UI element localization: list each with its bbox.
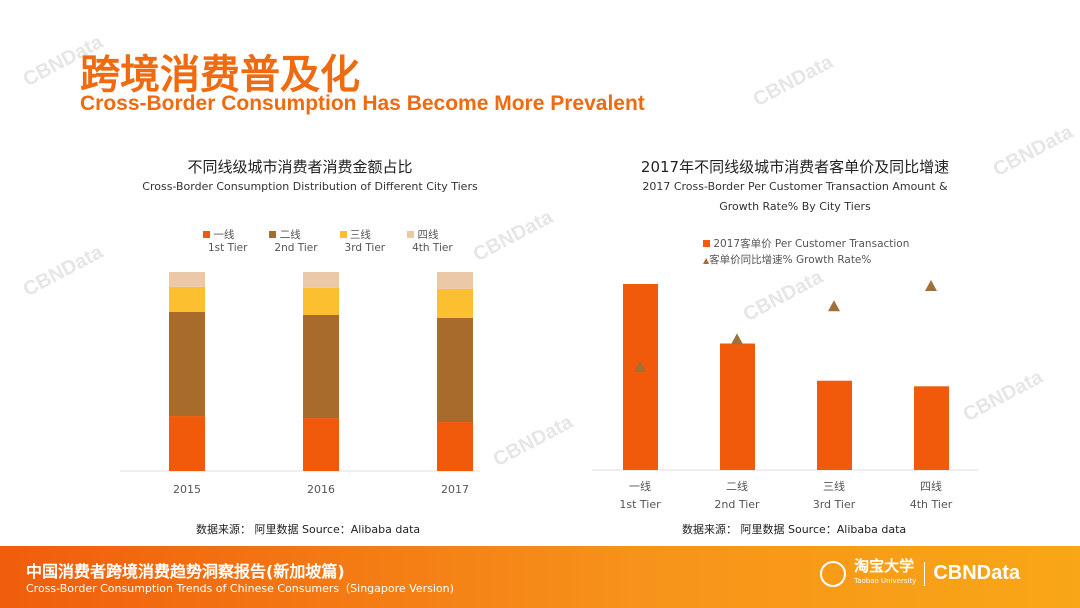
chart2-legend: 2017客单价 Per Customer Transaction ▲客单价同比增… (703, 236, 909, 269)
square-icon (339, 231, 347, 238)
legend-label: 2017客单价 Per Customer Transaction (713, 238, 910, 250)
bar-segment (303, 272, 339, 288)
cbndata-logo: CBNData (933, 562, 1020, 584)
legend-label: 3rd Tier (344, 242, 386, 254)
square-icon (703, 240, 710, 247)
x-tick-label: 3rd Tier (813, 498, 856, 511)
legend-item: ▲客单价同比增速% Growth Rate% (703, 252, 909, 269)
bar-segment (437, 272, 473, 289)
bar-segment (169, 416, 205, 471)
legend-label: 四线 (417, 229, 439, 241)
x-tick-label: 2015 (173, 483, 201, 496)
page-subtitle: Cross-Border Consumption Has Become More… (80, 92, 645, 115)
x-tick-label: 一线 (629, 479, 651, 493)
chart1-subtitle: Cross-Border Consumption Distribution of… (142, 180, 478, 193)
chart2-subtitle: 2017 Cross-Border Per Customer Transacti… (590, 177, 1000, 217)
chart1-source: 数据来源： 阿里数据 Source：Alibaba data (196, 523, 421, 536)
taobao-logo: 淘宝大学 Taobao University (854, 557, 917, 587)
legend-label: 客单价同比增速% Growth Rate% (709, 254, 872, 266)
bar-segment (303, 418, 339, 471)
legend-label: 二线 (279, 229, 301, 241)
logo-text: 淘宝大学 (854, 557, 915, 575)
legend-item: 二线 2nd Tier (269, 227, 318, 254)
chart1-legend: 一线 1st Tier 二线 2nd Tier 三线 3rd Tier 四线 4th T… (203, 227, 453, 254)
divider (924, 561, 926, 586)
x-tick-label: 2017 (441, 483, 469, 496)
logo-text: Taobao University (854, 577, 917, 585)
legend-label: 一线 (213, 229, 235, 241)
subtitle-line: 2017 Cross-Border Per Customer Transacti… (642, 180, 948, 193)
square-icon (203, 231, 210, 238)
watermark: CBNData (989, 120, 1077, 182)
page-title: 跨境消费普及化 (80, 52, 360, 98)
x-tick-label: 1st Tier (619, 498, 661, 511)
footer: 中国消费者跨境消费趋势洞察报告(新加坡篇) Cross-Border Consu… (0, 546, 1080, 608)
x-tick-label: 4th Tier (910, 498, 953, 511)
legend-label: 三线 (349, 229, 371, 241)
legend-label: 2nd Tier (274, 242, 318, 254)
square-icon (269, 231, 277, 238)
legend-item: 三线 3rd Tier (339, 227, 386, 254)
chart2-title: 2017年不同线级城市消费者客单价及同比增速 (640, 158, 950, 176)
chart2: 一线 1st Tier 二线 2nd Tier 三线 3rd Tier 四线 4th Tier (592, 280, 978, 511)
legend-item: 一线 1st Tier (203, 227, 247, 254)
x-tick-label: 三线 (823, 479, 845, 493)
bar-segment (437, 422, 473, 471)
growth-marker (731, 333, 743, 345)
growth-marker (828, 300, 840, 312)
footer-subtitle: Cross-Border Consumption Trends of Chine… (26, 582, 454, 595)
watermark: CBNData (749, 50, 837, 112)
chart1-title: 不同线级城市消费者消费金额占比 (187, 158, 413, 176)
x-tick-label: 四线 (920, 479, 942, 493)
chart1: 2015 2016 2017 (120, 272, 480, 496)
square-icon (407, 231, 415, 238)
watermark: CBNData (469, 205, 557, 267)
legend-item: 四线 4th Tier (407, 227, 453, 254)
bar-segment (169, 272, 205, 287)
bar-segment (169, 286, 205, 312)
bar (623, 284, 658, 470)
x-tick-label: 2nd Tier (714, 498, 760, 511)
triangle-icon: ▲ (703, 256, 710, 265)
x-tick-label: 2016 (307, 483, 335, 496)
x-tick-label: 二线 (726, 479, 748, 493)
taobao-logo-icon (820, 560, 847, 587)
bar-segment (437, 288, 473, 318)
bar-segment (437, 317, 473, 423)
bar-segment (169, 311, 205, 417)
chart2-source: 数据来源： 阿里数据 Source：Alibaba data (682, 523, 907, 536)
growth-marker (634, 360, 646, 372)
watermark: CBNData (19, 240, 107, 302)
legend-label: 4th Tier (412, 242, 453, 254)
footer-logos: 淘宝大学 Taobao University CBNData (820, 557, 1020, 587)
bar (817, 380, 852, 470)
subtitle-line: Growth Rate% By City Tiers (719, 200, 871, 213)
bar-segment (303, 287, 339, 315)
watermark: CBNData (489, 410, 577, 472)
legend-label: 1st Tier (208, 242, 248, 254)
bar (914, 386, 949, 470)
footer-title: 中国消费者跨境消费趋势洞察报告(新加坡篇) (26, 562, 345, 581)
growth-marker (925, 280, 937, 291)
legend-item: 2017客单价 Per Customer Transaction (703, 236, 909, 252)
bar-segment (303, 314, 339, 419)
bar (720, 343, 755, 470)
